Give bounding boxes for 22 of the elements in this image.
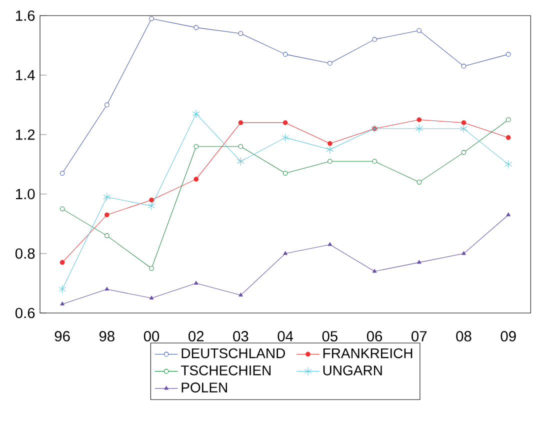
y-tick-label: 1.4 [16, 70, 35, 80]
x-tick-label: 07 [412, 331, 427, 342]
legend-label: UNGARN [323, 365, 382, 376]
legend-label: POLEN [182, 382, 227, 392]
legend-label: DEUTSCHLAND [182, 348, 285, 358]
x-tick-label: 96 [54, 331, 70, 342]
x-tick-label: 00 [144, 331, 160, 342]
legend-label: TSCHECHIEN [180, 365, 271, 376]
x-tick-label: 05 [322, 331, 338, 342]
y-tick-label: 1.0 [16, 188, 35, 200]
x-tick-label: 02 [188, 331, 204, 342]
x-tick-label: 98 [99, 331, 114, 342]
x-tick-label: 04 [278, 331, 294, 342]
x-tick-label: 08 [456, 331, 472, 342]
x-tick-label: 03 [233, 331, 248, 342]
legend-label: FRANKREICH [323, 348, 412, 358]
y-tick-label: 0.8 [15, 248, 35, 259]
y-tick-label: 1.6 [16, 10, 35, 21]
x-tick-label: 06 [366, 331, 382, 342]
y-tick-label: 1.2 [16, 129, 35, 140]
y-tick-label: 0.6 [15, 308, 35, 318]
x-tick-label: 09 [500, 331, 516, 342]
